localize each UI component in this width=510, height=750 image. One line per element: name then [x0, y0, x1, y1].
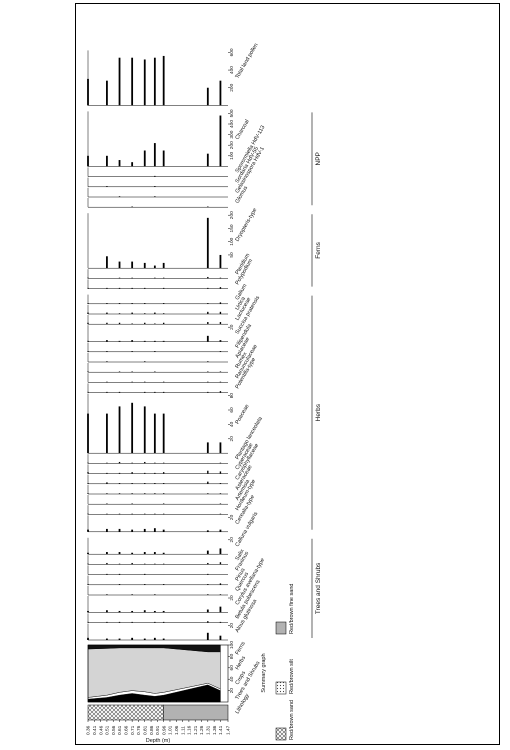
depth-label: Depth (m) [146, 738, 171, 744]
depth-tick-label: 0.56 [111, 725, 117, 735]
taxon-tick-label: 20 [229, 537, 235, 543]
taxon-name: Charcoal [235, 119, 251, 141]
lithology-unit [163, 704, 229, 721]
depth-tick-label: 1.31 [206, 725, 212, 735]
legend-swatch [275, 681, 287, 695]
legend-swatch [275, 621, 287, 635]
taxon-tick-label: 20 [229, 514, 235, 520]
depth-tick-label: 1.01 [168, 725, 174, 735]
taxon-name: Total land pollen [235, 42, 260, 79]
depth-tick-label: 1.21 [193, 725, 199, 735]
frame [75, 3, 500, 745]
group-label: Herbs [315, 403, 322, 421]
legend-label: Red/brown fine sand [289, 584, 295, 634]
taxon-tick-label: 100 [229, 237, 235, 245]
taxon-tick-label: 400 [229, 66, 235, 74]
taxon-name: Poaceae [235, 404, 251, 426]
summary-legend: Ferns [235, 641, 247, 656]
depth-tick-label: 1.47 [226, 725, 232, 735]
depth-tick-label: 1.41 [218, 725, 224, 735]
depth-tick-label: 0.66 [124, 725, 130, 735]
taxon-tick-label: 200 [229, 83, 235, 91]
legend-label: Red/brown sand [289, 700, 295, 740]
summary-tick-label: 100 [229, 641, 235, 649]
depth-tick-label: 0.76 [136, 725, 142, 735]
taxon-tick-label: 400 [229, 120, 235, 128]
depth-tick-label: 0.81 [142, 725, 148, 735]
summary-tick-label: 60 [229, 665, 235, 671]
taxon-tick-label: 20 [229, 436, 235, 442]
depth-tick-label: 0.36 [86, 725, 92, 735]
depth-tick-label: 1.26 [199, 725, 205, 735]
summary-title: Summary graph [261, 653, 267, 692]
taxon-name: Salix [235, 548, 246, 562]
summary-tick-label: 20 [229, 688, 235, 694]
summary-tick-label: 40 [229, 676, 235, 682]
summary-frame [87, 644, 229, 703]
depth-tick-label: 0.91 [155, 725, 161, 735]
depth-tick-label: 0.51 [105, 725, 111, 735]
taxon-tick-label: 60 [229, 407, 235, 413]
depth-tick-label: 1.16 [187, 725, 193, 735]
group-label: NPP [315, 152, 322, 165]
taxon-tick-label: 20 [229, 595, 235, 601]
taxon-tick-label: 80 [229, 393, 235, 399]
taxon-tick-label: 40 [229, 421, 235, 427]
depth-tick-label: 1.11 [180, 726, 186, 735]
taxon-tick-label: 20 [229, 623, 235, 629]
depth-tick-label: 0.96 [161, 725, 167, 735]
taxon-tick-label: 500 [229, 109, 235, 117]
taxon-tick-label: 100 [229, 151, 235, 159]
depth-tick-label: 1.36 [212, 725, 218, 735]
taxon-tick-label: 200 [229, 211, 235, 219]
taxon-tick-label: 20 [229, 324, 235, 330]
taxon-tick-label: 600 [229, 48, 235, 56]
summary-legend: Herbs [235, 655, 248, 671]
legend-label: Red/brown silt [289, 659, 295, 694]
summary-tick-label: 80 [229, 653, 235, 659]
depth-tick-label: 0.46 [98, 725, 104, 735]
depth-tick-label: 0.61 [117, 725, 123, 735]
depth-tick-label: 0.71 [130, 725, 136, 735]
legend-swatch [275, 727, 287, 741]
depth-tick-label: 1.06 [174, 725, 180, 735]
taxon-tick-label: 200 [229, 141, 235, 149]
depth-tick-label: 0.41 [92, 725, 98, 735]
taxon-tick-label: 50 [229, 252, 235, 258]
lithology-unit [87, 704, 164, 721]
group-label: Trees and Shrubs [315, 562, 322, 614]
taxon-tick-label: 300 [229, 130, 235, 138]
group-label: Ferns [315, 241, 322, 258]
taxon-tick-label: 150 [229, 224, 235, 232]
depth-tick-label: 0.86 [149, 725, 155, 735]
taxon-name: Dryopteris-type [235, 207, 259, 242]
